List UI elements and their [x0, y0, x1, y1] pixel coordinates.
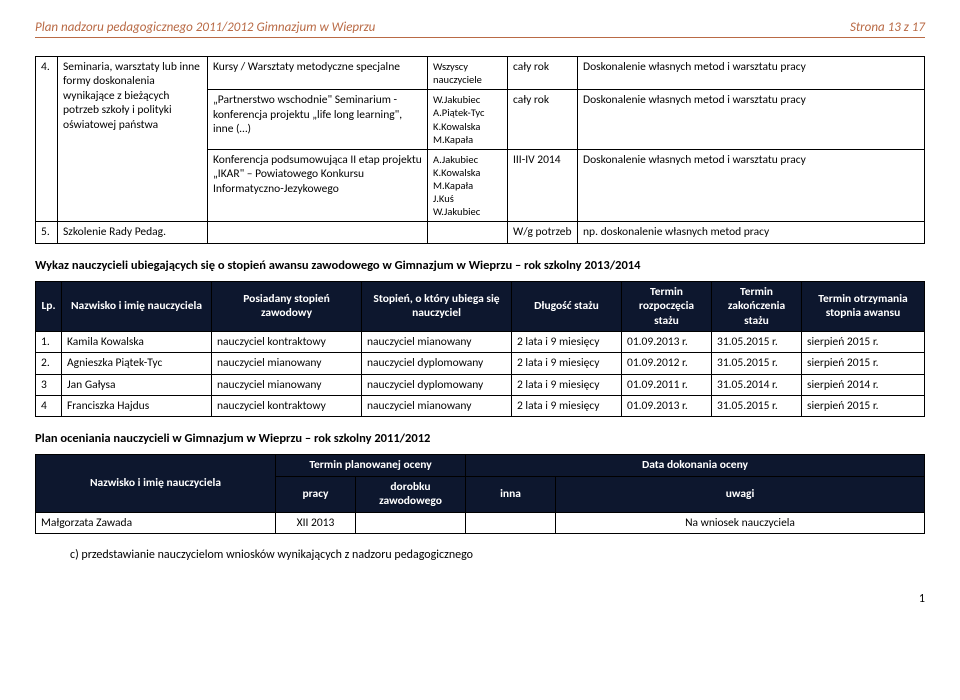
cell: Kursy / Warsztaty metodyczne specjalne: [208, 57, 428, 90]
cell: nauczyciel kontraktowy: [212, 331, 362, 352]
col-header: Posiadany stopień zawodowy: [212, 281, 362, 331]
cell: Agnieszka Piątek-Tyc: [62, 353, 212, 374]
cell: 31.05.2015 r.: [712, 396, 802, 417]
cell: Wszyscy nauczyciele: [428, 57, 508, 90]
cell: 2 lata i 9 miesięcy: [512, 331, 622, 352]
col-header: Stopień, o który ubiega się nauczyciel: [362, 281, 512, 331]
col-header: dorobku zawodowego: [356, 476, 466, 512]
cell: 31.05.2014 r.: [712, 374, 802, 395]
cell: nauczyciel mianowany: [212, 374, 362, 395]
section2-title: Wykaz nauczycieli ubiegających się o sto…: [35, 258, 925, 273]
page-number: 1: [35, 592, 925, 606]
header-right: Strona 13 z 17: [850, 20, 925, 35]
col-header: Termin rozpoczęcia stażu: [622, 281, 712, 331]
cell: 2 lata i 9 miesięcy: [512, 396, 622, 417]
col-header: Nazwisko i imię nauczyciela: [62, 281, 212, 331]
cell: Konferencja podsumowująca II etap projek…: [208, 149, 428, 222]
cell: 31.05.2015 r.: [712, 353, 802, 374]
cell: III-IV 2014: [508, 149, 578, 222]
row-num: 4.: [36, 57, 58, 222]
cell: sierpień 2015 r.: [802, 396, 925, 417]
cell: A.Jakubiec K.Kowalska M.Kapała J.Kuś W.J…: [428, 149, 508, 222]
page-header: Plan nadzoru pedagogicznego 2011/2012 Gi…: [35, 20, 925, 38]
cell: cały rok: [508, 57, 578, 90]
cell: W/g potrzeb: [508, 222, 578, 243]
cell: 01.09.2013 r.: [622, 331, 712, 352]
cell: [466, 512, 556, 533]
cell: [428, 222, 508, 243]
col-header: Data dokonania oceny: [466, 455, 925, 476]
cell: Doskonalenie własnych metod i warsztatu …: [578, 57, 925, 90]
cell: Małgorzata Zawada: [36, 512, 276, 533]
col-header: Termin planowanej oceny: [276, 455, 466, 476]
cell: nauczyciel mianowany: [362, 396, 512, 417]
section3-title: Plan oceniania nauczycieli w Gimnazjum w…: [35, 431, 925, 446]
cell: Doskonalenie własnych metod i warsztatu …: [578, 90, 925, 150]
row-title: Seminaria, warsztaty lub inne formy dosk…: [58, 57, 208, 222]
advancement-table: Lp.Nazwisko i imię nauczycielaPosiadany …: [35, 281, 925, 418]
cell: 01.09.2013 r.: [622, 396, 712, 417]
training-table: 4.Seminaria, warsztaty lub inne formy do…: [35, 56, 925, 244]
col-header: Termin zakończenia stażu: [712, 281, 802, 331]
cell: cały rok: [508, 90, 578, 150]
cell: Jan Gałysa: [62, 374, 212, 395]
col-header: uwagi: [556, 476, 925, 512]
cell: W.Jakubiec A.Piątek-Tyc K.Kowalska M.Kap…: [428, 90, 508, 150]
cell: sierpień 2014 r.: [802, 374, 925, 395]
cell: 31.05.2015 r.: [712, 331, 802, 352]
col-header: Nazwisko i imię nauczyciela: [36, 455, 276, 512]
cell: 2.: [36, 353, 62, 374]
cell: nauczyciel kontraktowy: [212, 396, 362, 417]
col-header: Długość stażu: [512, 281, 622, 331]
cell: nauczyciel mianowany: [212, 353, 362, 374]
col-header: inna: [466, 476, 556, 512]
cell: 3: [36, 374, 62, 395]
col-header: pracy: [276, 476, 356, 512]
cell: nauczyciel dyplomowany: [362, 374, 512, 395]
cell: Doskonalenie własnych metod i warsztatu …: [578, 149, 925, 222]
cell: 1.: [36, 331, 62, 352]
footer-note: c) przedstawianie nauczycielom wniosków …: [35, 548, 925, 562]
cell: [208, 222, 428, 243]
cell: 2 lata i 9 miesięcy: [512, 353, 622, 374]
header-left: Plan nadzoru pedagogicznego 2011/2012 Gi…: [35, 20, 375, 35]
cell: „Partnerstwo wschodnie" Seminarium - kon…: [208, 90, 428, 150]
cell: np. doskonalenie własnych metod pracy: [578, 222, 925, 243]
cell: 01.09.2012 r.: [622, 353, 712, 374]
cell: 01.09.2011 r.: [622, 374, 712, 395]
cell: 2 lata i 9 miesięcy: [512, 374, 622, 395]
cell: 4: [36, 396, 62, 417]
cell: Na wniosek nauczyciela: [556, 512, 925, 533]
col-header: Termin otrzymania stopnia awansu: [802, 281, 925, 331]
cell: Kamila Kowalska: [62, 331, 212, 352]
col-header: Lp.: [36, 281, 62, 331]
cell: Franciszka Hajdus: [62, 396, 212, 417]
cell: sierpień 2015 r.: [802, 331, 925, 352]
cell: nauczyciel dyplomowany: [362, 353, 512, 374]
row-num: 5.: [36, 222, 58, 243]
cell: XII 2013: [276, 512, 356, 533]
evaluation-table: Nazwisko i imię nauczycielaTermin planow…: [35, 454, 925, 534]
row-title: Szkolenie Rady Pedag.: [58, 222, 208, 243]
cell: sierpień 2015 r.: [802, 353, 925, 374]
cell: nauczyciel mianowany: [362, 331, 512, 352]
cell: [356, 512, 466, 533]
